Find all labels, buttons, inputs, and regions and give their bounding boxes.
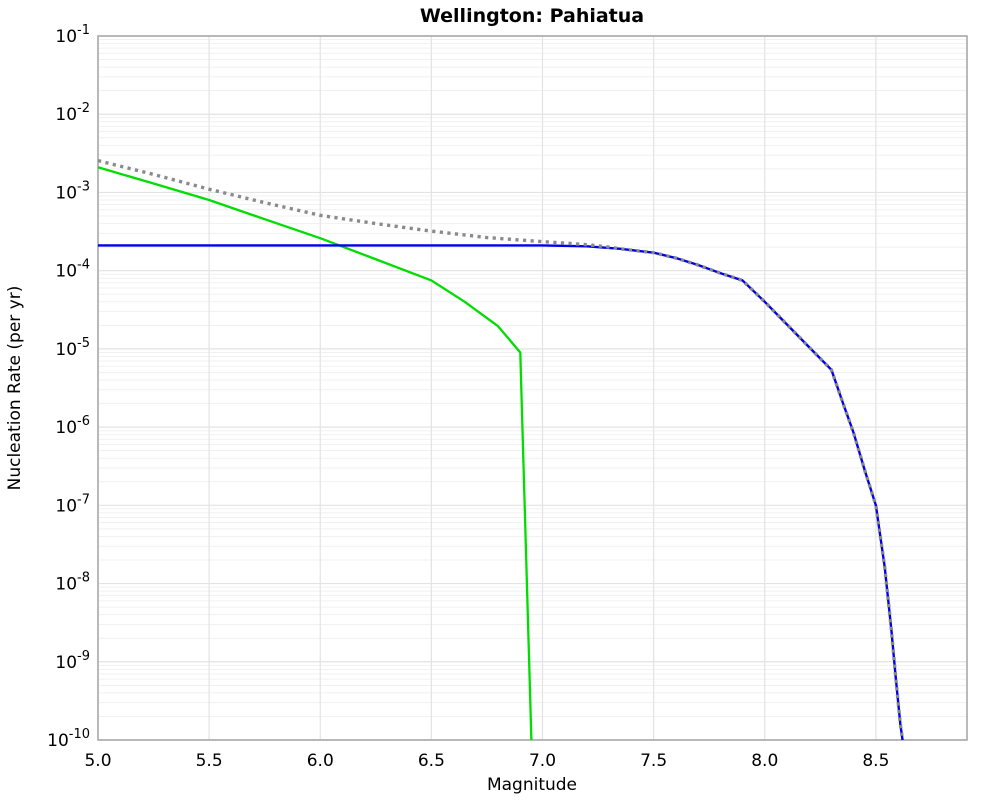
y-tick-label-1e-5: 10-5 xyxy=(55,336,90,360)
y-tick-label-1e-8: 10-8 xyxy=(55,571,90,595)
y-tick-label-1e-4: 10-4 xyxy=(55,258,90,282)
y-tick-label-1e-1: 10-1 xyxy=(55,23,90,47)
x-tick-label-6.5: 6.5 xyxy=(418,751,445,771)
truncated-gr-curve xyxy=(97,166,533,741)
y-tick-label-1e-7: 10-7 xyxy=(55,492,90,516)
y-tick-label-1e-9: 10-9 xyxy=(55,649,90,673)
x-tick-label-8.0: 8.0 xyxy=(751,751,778,771)
y-axis-label: Nucleation Rate (per yr) xyxy=(5,286,25,491)
y-tick-label-1e-6: 10-6 xyxy=(55,414,90,438)
x-tick-label-5.5: 5.5 xyxy=(196,751,223,771)
y-tick-label-1e-2: 10-2 xyxy=(55,101,90,125)
x-tick-label-6.0: 6.0 xyxy=(307,751,334,771)
x-axis-label: Magnitude xyxy=(487,775,577,795)
x-tick-label-8.5: 8.5 xyxy=(862,751,889,771)
plot-border xyxy=(97,35,968,741)
reference-gr-dotted-curve xyxy=(97,158,905,741)
chart-title: Wellington: Pahiatua xyxy=(420,5,644,27)
curves-group xyxy=(97,158,905,741)
x-tick-label-7.0: 7.0 xyxy=(529,751,556,771)
y-tick-label-1e-3: 10-3 xyxy=(55,179,90,203)
x-tick-label-7.5: 7.5 xyxy=(640,751,667,771)
y-tick-label-1e-10: 10-10 xyxy=(47,727,90,751)
x-tick-labels: 5.0 5.5 6.0 6.5 7.0 7.5 8.0 8.5 xyxy=(84,751,889,771)
y-tick-labels: 10-1 10-2 10-3 10-4 10-5 10-6 10-7 10-8 10-9 10-1… xyxy=(47,23,90,751)
gridlines-minor xyxy=(98,39,967,717)
x-tick-label-5.0: 5.0 xyxy=(84,751,111,771)
